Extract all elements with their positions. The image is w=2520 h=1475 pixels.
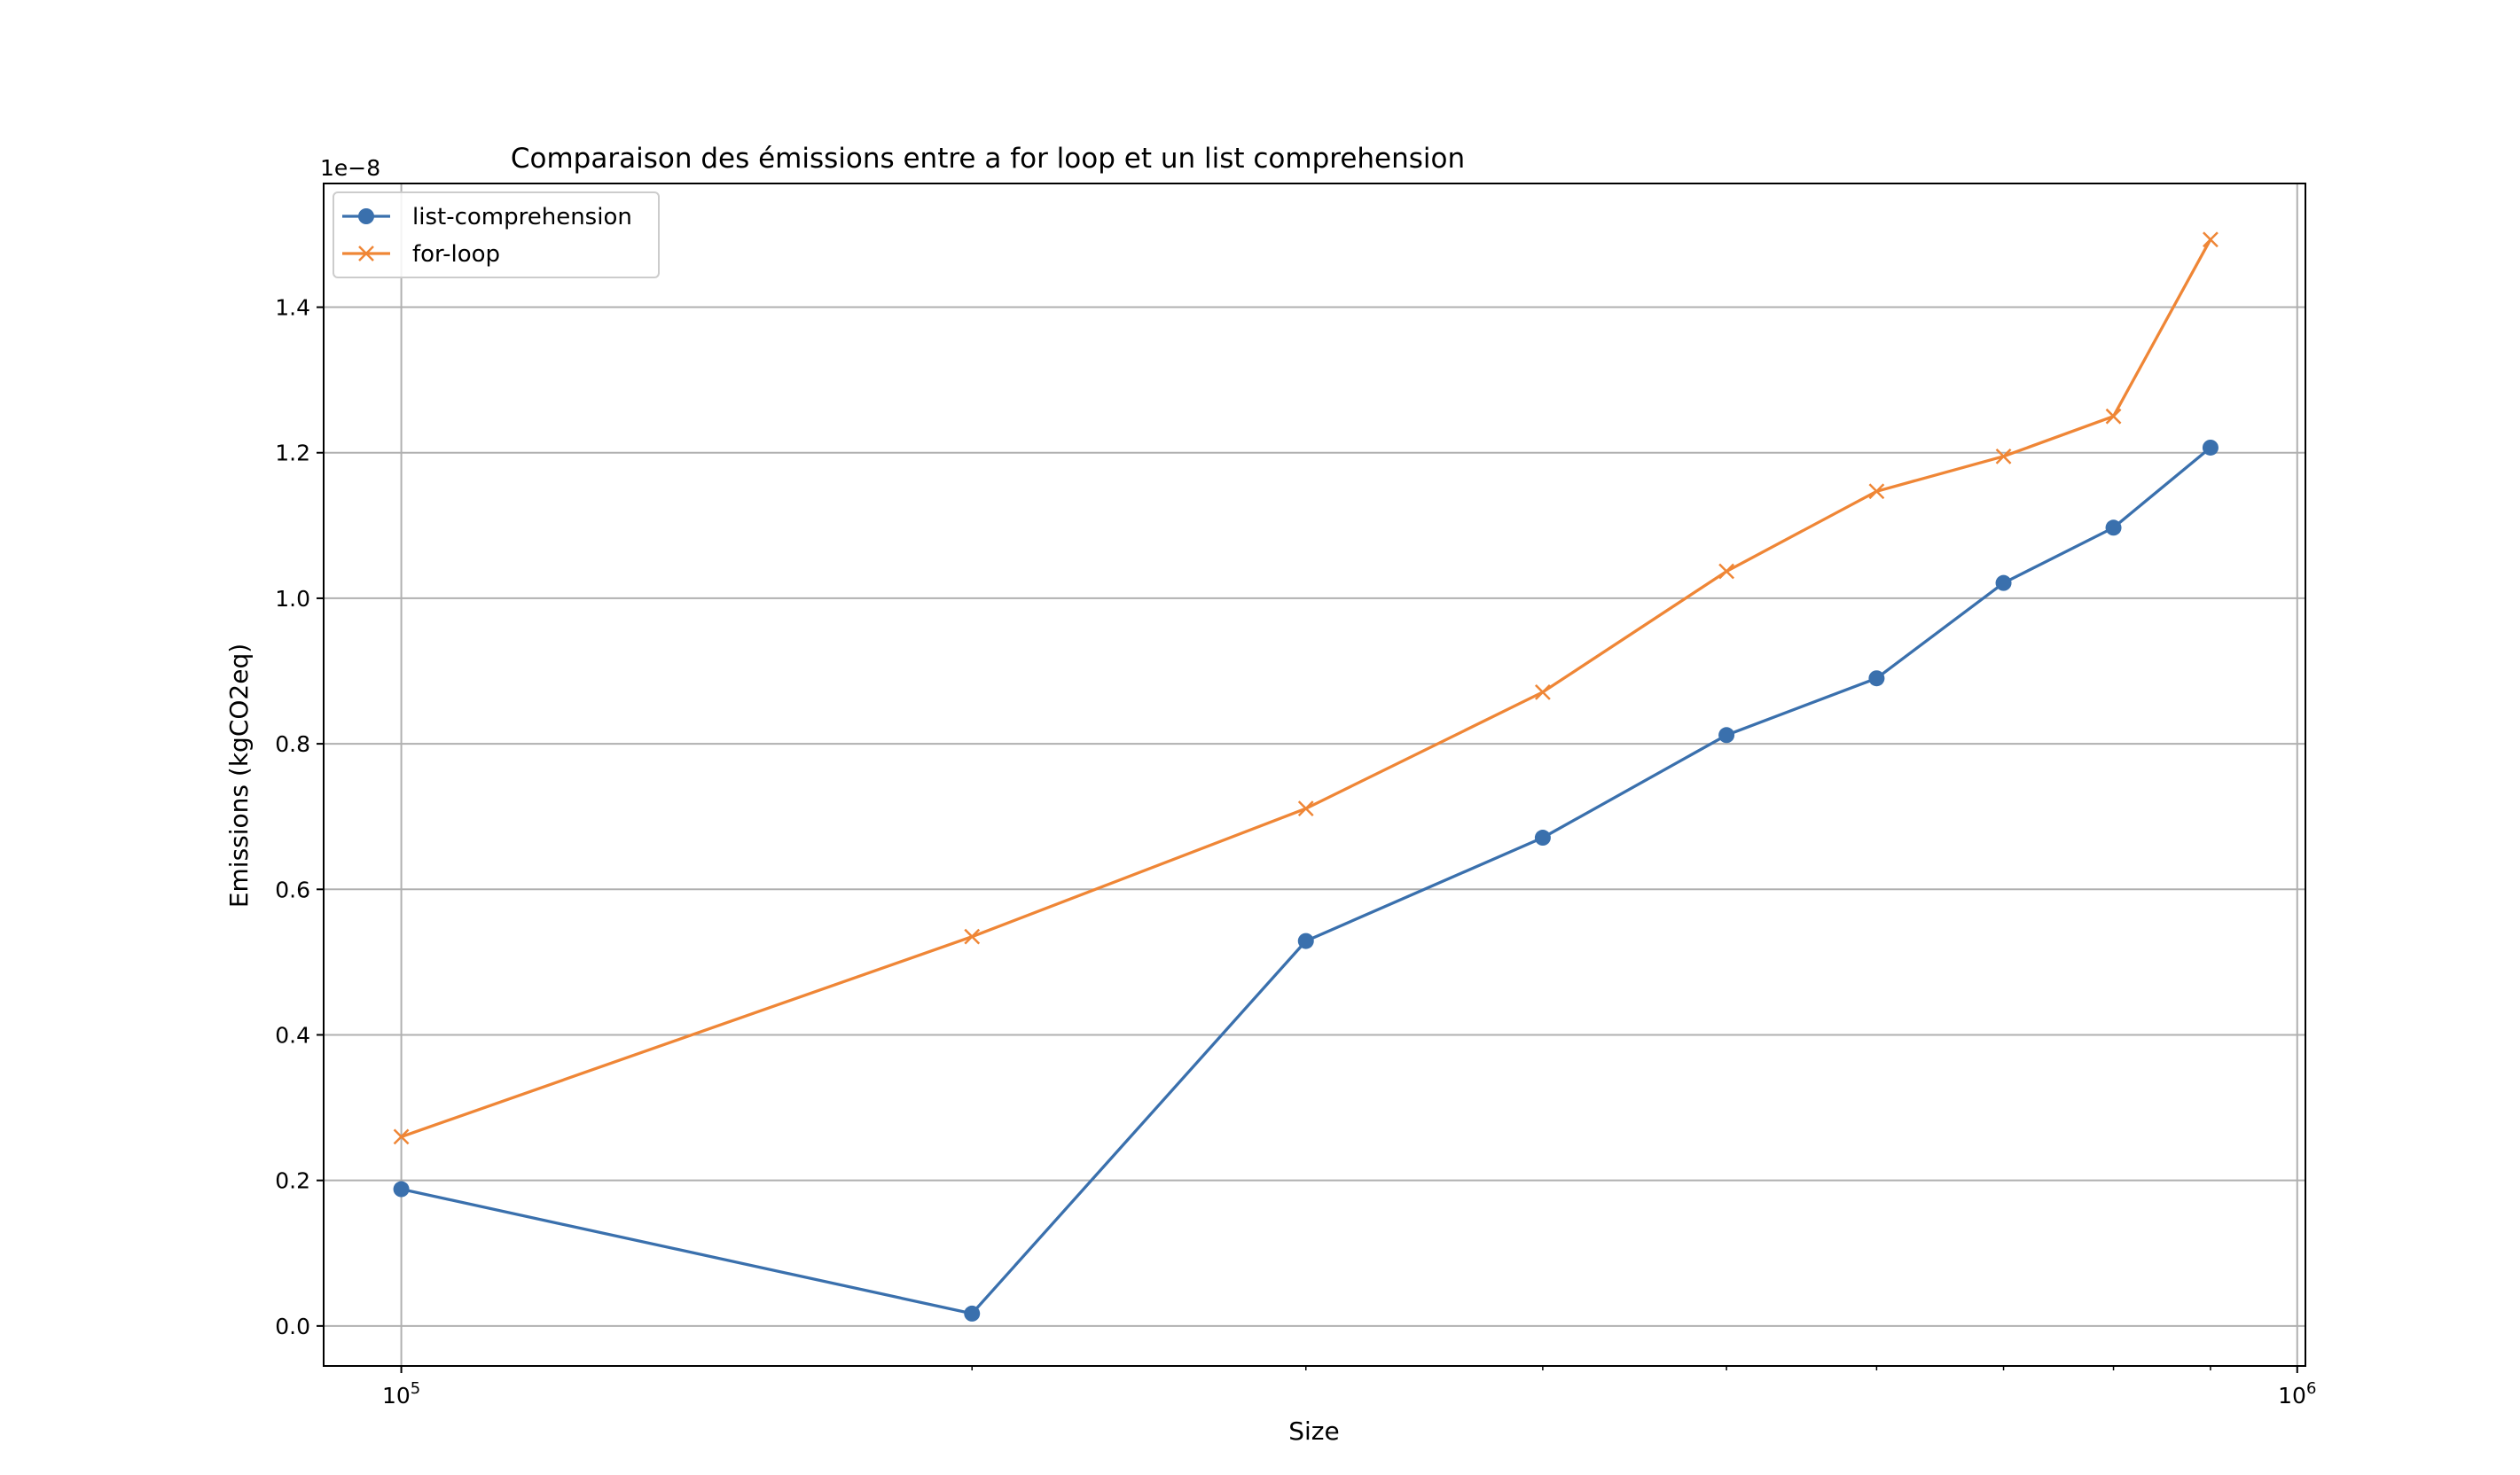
legend-label: list-comprehension <box>412 204 632 230</box>
series-line <box>401 238 2212 1138</box>
legend: list-comprehension for-loop <box>333 191 660 278</box>
y-tick-label: 0.6 <box>275 877 310 902</box>
x-axis: 105 106 <box>382 1366 2316 1409</box>
data-point <box>2105 519 2122 536</box>
y-axis: 0.0 0.2 0.4 0.6 0.8 1.0 1.2 1.4 <box>275 295 324 1339</box>
y-tick-label: 0.4 <box>275 1022 310 1048</box>
series-for-loop <box>393 231 2219 1145</box>
data-point <box>393 1181 410 1198</box>
data-point <box>2203 231 2219 248</box>
y-tick-label: 1.4 <box>275 295 310 321</box>
series-list-comprehension <box>393 439 2219 1322</box>
data-point <box>1868 483 1885 500</box>
series-layer <box>393 231 2219 1322</box>
data-point <box>1535 683 1551 700</box>
series-line <box>401 446 2211 1315</box>
data-point <box>393 1128 410 1145</box>
data-point <box>1297 800 1314 817</box>
legend-marker <box>358 208 374 224</box>
y-tick-label: 1.2 <box>275 441 310 466</box>
y-tick-label: 0.8 <box>275 731 310 757</box>
data-point <box>964 1305 981 1322</box>
data-point <box>2105 408 2122 425</box>
data-point <box>1718 727 1735 744</box>
x-axis-label: Size <box>1288 1416 1339 1446</box>
data-point <box>1718 563 1734 580</box>
y-offset-label: 1e−8 <box>320 155 380 181</box>
y-tick-label: 1.0 <box>275 586 310 612</box>
data-point <box>1995 448 2012 464</box>
data-point <box>964 928 981 945</box>
legend-item: for-loop <box>342 241 500 268</box>
legend-item: list-comprehension <box>342 204 632 230</box>
x-tick-label: 106 <box>2278 1379 2316 1409</box>
y-tick-label: 0.0 <box>275 1314 310 1339</box>
legend-marker <box>358 246 374 261</box>
plot-frame <box>323 183 2306 1367</box>
legend-box <box>333 191 660 278</box>
chart-title: Comparaison des émissions entre a for lo… <box>511 143 1465 175</box>
data-point <box>1995 574 2012 591</box>
data-point <box>1868 670 1885 687</box>
y-axis-label: Emissions (kgCO2eq) <box>224 644 254 908</box>
y-tick-label: 0.2 <box>275 1168 310 1194</box>
data-point <box>1297 933 1314 949</box>
legend-label: for-loop <box>412 241 500 268</box>
x-tick-label: 105 <box>382 1379 420 1409</box>
data-point <box>2202 439 2219 456</box>
grid-lines <box>324 183 2305 1366</box>
data-point <box>1534 830 1551 847</box>
